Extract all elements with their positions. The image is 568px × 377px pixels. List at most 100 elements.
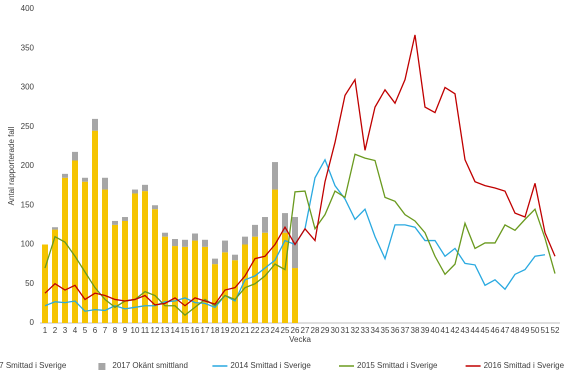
legend-label: 2017 Okänt smittland	[112, 361, 188, 370]
x-axis-title: Vecka	[289, 335, 311, 344]
bar	[142, 191, 148, 323]
x-tick-label: 52	[551, 326, 560, 335]
bar	[112, 220, 118, 225]
x-tick-label: 13	[161, 326, 170, 335]
bar	[242, 236, 248, 245]
legend-label: 2015 Smittad i Sverige	[357, 361, 438, 370]
bar	[92, 130, 98, 323]
bar	[222, 240, 228, 253]
y-tick-label: 100	[21, 240, 35, 249]
x-tick-label: 26	[291, 326, 300, 335]
x-tick-label: 15	[181, 326, 190, 335]
x-tick-label: 12	[151, 326, 160, 335]
x-tick-label: 35	[381, 326, 390, 335]
bar	[152, 209, 158, 323]
x-tick-label: 46	[491, 326, 500, 335]
y-tick-label: 200	[21, 161, 35, 170]
bar	[172, 246, 178, 323]
y-tick-label: 350	[21, 43, 35, 52]
x-tick-label: 37	[401, 326, 410, 335]
line	[44, 34, 556, 307]
bar	[82, 181, 88, 323]
bar	[272, 189, 278, 323]
bar	[102, 177, 108, 190]
bar	[242, 244, 248, 323]
bar	[132, 189, 138, 194]
bar	[102, 189, 108, 323]
x-tick-label: 40	[431, 326, 440, 335]
x-tick-label: 19	[221, 326, 230, 335]
bar	[92, 118, 98, 131]
bar	[122, 220, 128, 323]
bar	[262, 232, 268, 323]
legend-swatch	[98, 363, 106, 370]
x-tick-label: 29	[321, 326, 330, 335]
x-tick-label: 1	[43, 326, 48, 335]
legend-label: 2016 Smittad i Sverige	[484, 361, 565, 370]
x-tick-label: 16	[191, 326, 200, 335]
y-tick-label: 0	[30, 318, 35, 327]
x-tick-label: 11	[141, 326, 150, 335]
bar	[232, 254, 238, 261]
bar	[162, 232, 168, 237]
bar	[132, 193, 138, 323]
bar	[182, 246, 188, 323]
bar	[282, 213, 288, 233]
x-tick-label: 44	[471, 326, 480, 335]
bar	[152, 205, 158, 210]
bar	[52, 227, 58, 230]
x-tick-label: 34	[371, 326, 380, 335]
bar	[202, 239, 208, 247]
x-tick-label: 50	[531, 326, 540, 335]
x-tick-label: 2	[53, 326, 58, 335]
x-tick-label: 6	[93, 326, 98, 335]
x-tick-label: 41	[441, 326, 450, 335]
bar	[172, 239, 178, 247]
x-tick-label: 36	[391, 326, 400, 335]
x-tick-label: 10	[131, 326, 140, 335]
x-tick-label: 7	[103, 326, 108, 335]
x-tick-label: 9	[123, 326, 128, 335]
y-tick-label: 250	[21, 122, 35, 131]
bar	[52, 229, 58, 323]
x-tick-label: 25	[281, 326, 290, 335]
bar	[192, 233, 198, 241]
line	[44, 153, 556, 317]
bar	[252, 224, 258, 237]
legend-label: 2014 Smittad i Sverige	[230, 361, 311, 370]
bar	[192, 240, 198, 323]
bar	[212, 258, 218, 265]
x-tick-label: 39	[421, 326, 430, 335]
x-tick-label: 47	[501, 326, 510, 335]
bar	[62, 173, 68, 178]
bar	[122, 217, 128, 221]
x-tick-label: 5	[83, 326, 88, 335]
x-tick-label: 30	[331, 326, 340, 335]
x-tick-label: 3	[63, 326, 68, 335]
y-tick-label: 300	[21, 83, 35, 92]
x-tick-label: 20	[231, 326, 240, 335]
bar	[222, 252, 228, 323]
bar	[82, 177, 88, 182]
bar	[212, 264, 218, 323]
bar	[272, 162, 278, 190]
x-tick-label: 43	[461, 326, 470, 335]
x-tick-label: 49	[521, 326, 530, 335]
x-tick-label: 18	[211, 326, 220, 335]
x-tick-label: 28	[311, 326, 320, 335]
x-tick-label: 48	[511, 326, 520, 335]
y-tick-label: 150	[21, 200, 35, 209]
bar	[112, 224, 118, 323]
bar	[282, 232, 288, 323]
bar	[252, 236, 258, 323]
x-tick-label: 22	[251, 326, 260, 335]
bar	[262, 217, 268, 233]
bar	[162, 236, 168, 323]
x-tick-label: 42	[451, 326, 460, 335]
bar	[182, 239, 188, 247]
bar	[292, 217, 298, 269]
x-tick-label: 45	[481, 326, 490, 335]
x-tick-label: 14	[171, 326, 180, 335]
bar	[142, 184, 148, 192]
